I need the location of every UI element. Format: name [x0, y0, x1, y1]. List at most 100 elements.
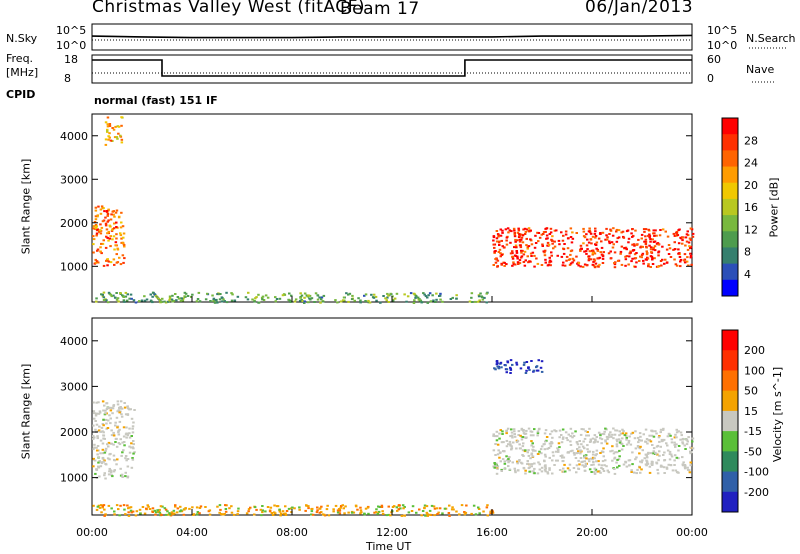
power-cell — [610, 241, 614, 244]
power-cell — [350, 298, 354, 301]
velocity-cell — [602, 447, 605, 450]
velocity-cell — [172, 509, 176, 512]
power-cell — [533, 246, 537, 249]
velocity-cell — [97, 429, 101, 432]
velocity-cell — [95, 508, 99, 511]
power-cell — [541, 245, 544, 247]
power-cell — [536, 262, 540, 265]
velocity-cell — [237, 507, 240, 510]
velocity-cell — [592, 450, 595, 453]
velocity-cell — [106, 427, 110, 429]
power-cell — [593, 258, 596, 261]
velocity-cell — [397, 504, 401, 507]
power-cell — [586, 248, 589, 251]
power-cell — [519, 246, 523, 249]
power-cell — [418, 299, 422, 302]
velocity-cell — [489, 510, 492, 513]
power-cell — [511, 257, 515, 260]
velocity-cell — [121, 476, 124, 478]
power-cell — [115, 136, 119, 139]
power-cell — [589, 258, 593, 261]
power-cell — [94, 218, 98, 221]
power-cell — [583, 236, 587, 239]
velocity-cell — [492, 433, 495, 436]
power-cell — [209, 300, 212, 302]
velocity-cell — [604, 459, 607, 462]
velocity-cell — [465, 504, 468, 507]
power-cell — [658, 234, 662, 237]
velocity-cell — [655, 445, 659, 448]
velocity-cell — [577, 459, 580, 462]
velocity-ytick-label: 2000 — [60, 426, 88, 439]
power-cell — [596, 257, 599, 260]
power-cell — [562, 252, 566, 255]
velocity-cell — [665, 466, 669, 469]
velocity-cell — [624, 461, 628, 464]
velocity-cell — [657, 459, 660, 462]
power-cell — [640, 254, 644, 256]
velocity-cell — [115, 504, 119, 507]
velocity-cell — [163, 507, 167, 510]
velocity-cell — [549, 445, 553, 448]
velocity-cell — [340, 505, 343, 507]
velocity-cell — [128, 427, 131, 430]
velocity-cell — [600, 467, 603, 469]
velocity-cell — [612, 452, 616, 455]
power-cell — [680, 237, 683, 240]
power-cell — [308, 294, 312, 297]
velocity-cell — [684, 448, 687, 450]
velocity-cell — [655, 432, 658, 435]
velocity-cell — [275, 505, 279, 508]
power-cell — [645, 245, 648, 248]
velocity-cell — [533, 462, 536, 465]
power-cell — [549, 231, 553, 234]
velocity-cell — [496, 453, 500, 456]
velocity-cell — [592, 471, 596, 474]
velocity-cell — [98, 475, 101, 478]
power-cell — [657, 251, 660, 254]
velocity-cell — [122, 426, 126, 429]
power-cell — [439, 298, 442, 301]
velocity-cell — [143, 512, 147, 515]
power-cell — [181, 299, 185, 302]
power-cell — [99, 208, 103, 211]
velocity-cell — [167, 513, 170, 516]
power-cell — [122, 244, 126, 247]
power-cell — [651, 238, 654, 241]
velocity-cell — [514, 469, 517, 472]
power-cell — [686, 256, 689, 259]
velocity-cell — [506, 459, 509, 462]
power-cell — [597, 237, 601, 240]
power-cell — [555, 229, 558, 232]
velocity-cell — [548, 442, 552, 445]
power-cell — [689, 256, 692, 259]
velocity-cell — [126, 475, 130, 478]
velocity-cell — [101, 505, 104, 508]
power-cell — [633, 244, 636, 247]
velocity-cell — [631, 463, 634, 466]
power-cell — [530, 243, 534, 246]
power-cell — [639, 255, 642, 258]
velocity-cell — [590, 464, 593, 466]
power-cell — [569, 250, 573, 253]
velocity-cell — [510, 434, 514, 437]
power-cell — [107, 239, 110, 242]
velocity-cell — [587, 450, 590, 453]
velocity-cell — [649, 452, 653, 455]
velocity-cell — [538, 450, 541, 453]
velocity-cell — [344, 505, 347, 508]
velocity-cell — [120, 413, 123, 416]
velocity-cell — [101, 430, 104, 433]
power-cell — [515, 246, 518, 249]
power-cell — [608, 233, 611, 235]
power-cell — [648, 233, 651, 236]
velocity-cell — [618, 434, 621, 437]
power-cell — [115, 292, 118, 294]
velocity-cell — [532, 434, 535, 437]
velocity-cell — [630, 432, 633, 435]
velocity-cell — [112, 431, 115, 434]
velocity-cell — [99, 452, 102, 455]
power-cell — [427, 294, 430, 297]
power-cell — [499, 255, 502, 258]
velocity-cell — [101, 448, 105, 451]
